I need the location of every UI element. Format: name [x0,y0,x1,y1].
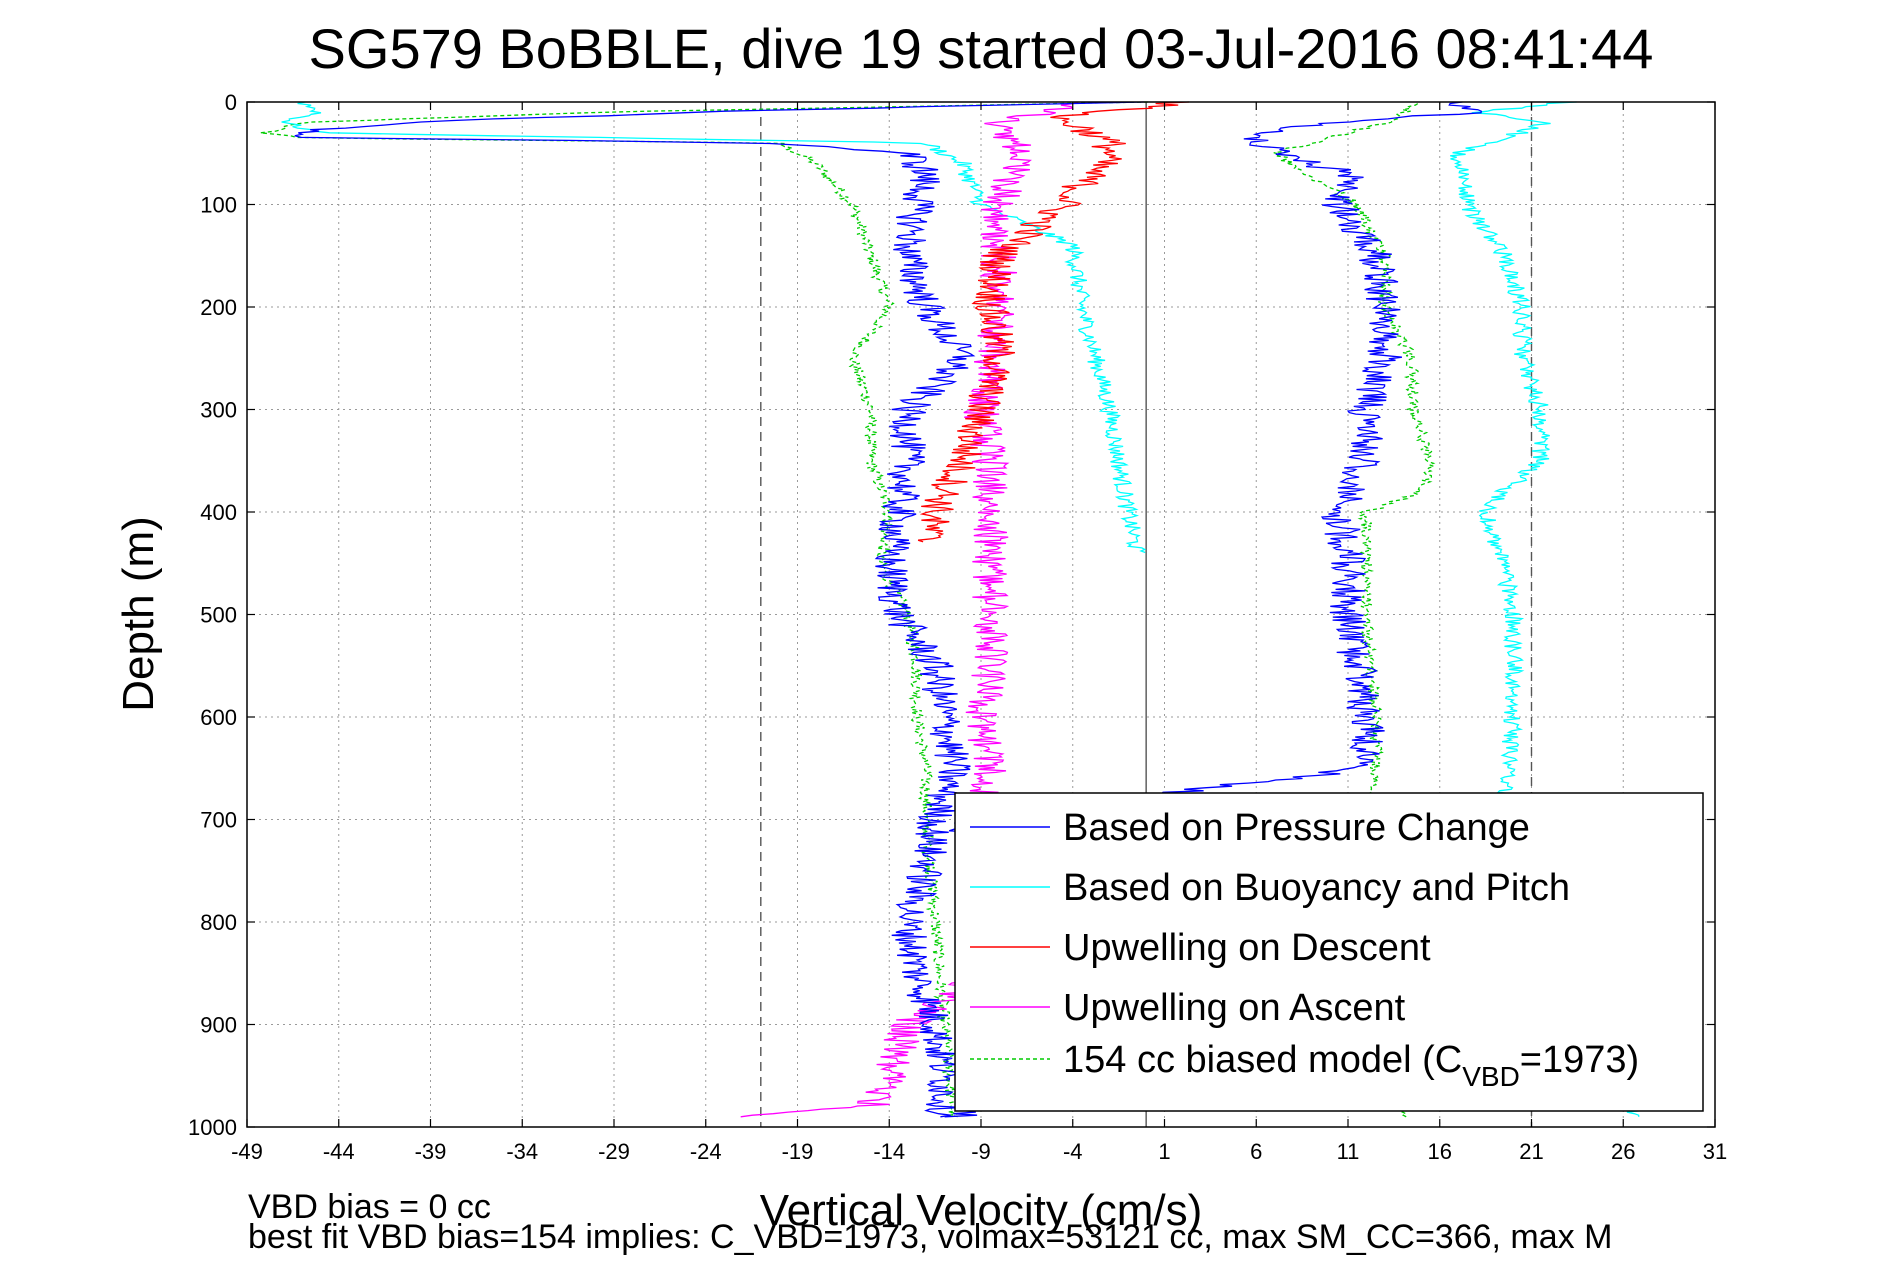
x-tick-label: -19 [782,1139,814,1164]
x-axis: -49 -44 -39 -34 -29 -24 -19 -14 -9 -4 1 6 11 16 21 26 31 [231,102,1727,1164]
series-4 [260,101,1436,1118]
series-line-profile [917,101,1190,543]
x-tick-label: -29 [598,1139,630,1164]
x-tick-label: -9 [971,1139,991,1164]
x-tick-label: 6 [1250,1139,1262,1164]
legend-label-suffix: =1973) [1520,1039,1639,1081]
note-vbd-bias: VBD bias = 0 cc [248,1188,491,1226]
legend-label: Upwelling on Descent [1063,927,1431,969]
x-tick-label: 31 [1703,1139,1727,1164]
y-axis: 0 100 200 300 400 500 600 700 800 900 1000 [188,90,1715,1140]
y-tick-label: 500 [200,603,237,628]
legend-box [954,792,1704,1112]
x-tick-label: -4 [1063,1139,1083,1164]
x-tick-label: -34 [506,1139,538,1164]
legend-label-subscript: VBD [1462,1061,1520,1092]
note-best-fit: best fit VBD bias=154 implies: C_VBD=197… [248,1218,1612,1256]
legend-label: Based on Buoyancy and Pitch [1063,867,1570,909]
y-tick-label: 0 [225,90,237,115]
series-line-descent [294,101,1144,1118]
x-tick-label: -44 [323,1139,355,1164]
series-line-descent [281,101,1147,554]
y-tick-label: 400 [200,500,237,525]
y-tick-label: 600 [200,705,237,730]
x-tick-label: 21 [1519,1139,1543,1164]
y-tick-label: 900 [200,1013,237,1038]
chart-title: SG579 BoBBLE, dive 19 started 03-Jul-201… [309,17,1654,80]
y-tick-label: 700 [200,808,237,833]
legend-label: Based on Pressure Change [1063,807,1530,849]
y-axis-title: Depth (m) [114,516,163,712]
y-tick-label: 1000 [188,1115,237,1140]
x-tick-label: -24 [690,1139,722,1164]
x-tick-label: -39 [415,1139,447,1164]
series-2 [917,101,1190,543]
x-tick-label: 26 [1611,1139,1635,1164]
y-tick-label: 100 [200,193,237,218]
x-tick-label: 1 [1158,1139,1170,1164]
series-line-ascent [1273,101,1436,1118]
x-tick-label: 11 [1337,1139,1360,1164]
y-tick-label: 200 [200,295,237,320]
y-tick-label: 800 [200,910,237,935]
series-line-descent [260,101,1149,1118]
x-tick-label: -49 [231,1139,263,1164]
x-tick-label: 16 [1428,1139,1452,1164]
y-tick-label: 300 [200,398,237,423]
legend: Based on Pressure Change Based on Buoyanc… [954,792,1704,1112]
legend-label: Upwelling on Ascent [1063,987,1406,1029]
x-tick-label: -14 [873,1139,905,1164]
x-axis-title: Vertical Velocity (cm/s) [760,1186,1203,1235]
